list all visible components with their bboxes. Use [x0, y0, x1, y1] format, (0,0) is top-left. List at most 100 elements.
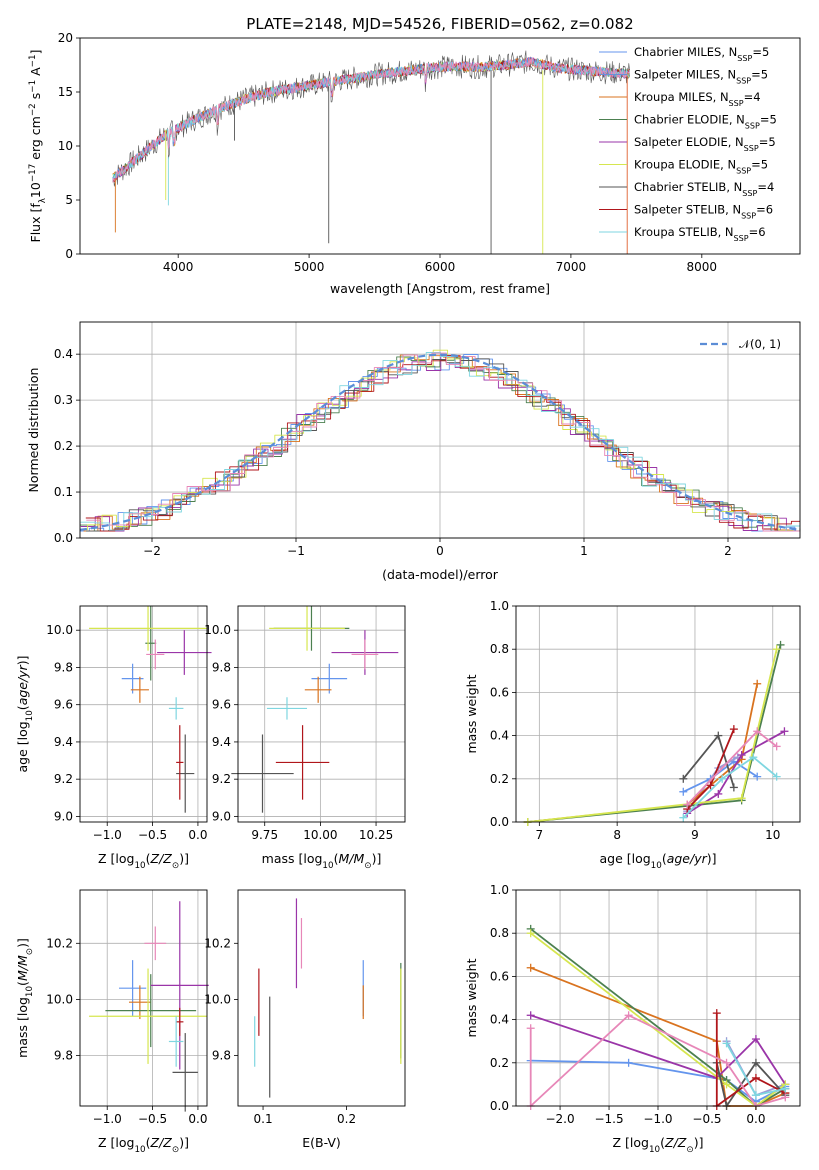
x-tick-label: 1: [580, 544, 588, 558]
x-axis-label: Z [log10(Z/Z⊙)]: [98, 1135, 189, 1155]
x-axis-label-part: age [log: [599, 851, 650, 866]
y-tick-label: 10.2: [46, 936, 73, 950]
x-axis-label: Z [log10(Z/Z⊙)]: [613, 1135, 704, 1155]
x-axis-label: wavelength [Angstrom, rest frame]: [330, 281, 550, 296]
x-axis-label-part: )]: [707, 851, 717, 866]
weight-line: [530, 928, 786, 1107]
y-tick-label: 0.2: [490, 772, 509, 786]
legend-label-part: SSP: [737, 54, 752, 63]
x-axis-label-part: ⊙: [364, 861, 371, 871]
x-axis-label-part: (: [146, 851, 151, 866]
x-tick-label: 0.0: [746, 1112, 765, 1126]
x-tick-label: 6000: [425, 260, 456, 274]
x-axis-label-part: 10: [134, 1145, 145, 1155]
x-axis-label-part: (: [334, 851, 339, 866]
y-tick-label: 1.0: [490, 883, 509, 897]
x-tick-label: 7: [536, 828, 544, 842]
legend-label-part: Salpeter STELIB, N: [634, 203, 741, 217]
y-axis-label-part: )]: [15, 655, 30, 665]
x-axis-label-part: Z [log: [613, 1135, 649, 1150]
y-axis-label: age [log10(age/yr)]: [15, 655, 35, 772]
legend-label-part: SSP: [741, 211, 756, 220]
x-tick-label: 2: [724, 544, 732, 558]
legend-label-part: =5: [759, 135, 776, 149]
x-axis-label: E(B-V): [302, 1135, 341, 1150]
y-tick-label: 0.0: [490, 1099, 509, 1113]
y-tick-label: 9.8: [212, 1049, 231, 1063]
y-axis-label-part: −1: [28, 80, 38, 93]
x-tick-label: −1.0: [93, 1112, 122, 1126]
x-tick-label: 10.25: [359, 828, 393, 842]
weight-line: [530, 932, 786, 1107]
frame-layer: [76, 37, 801, 1110]
weight-line: [530, 1014, 787, 1085]
x-tick-label: 8: [613, 828, 621, 842]
histogram-series: [85, 355, 800, 532]
y-tick-label: 15: [58, 85, 73, 99]
x-axis-label-part: Z [log: [98, 1135, 134, 1150]
y-tick-label: 9.2: [54, 772, 73, 786]
x-tick-label: −1: [287, 544, 305, 558]
y-tick-label: 0.0: [490, 815, 509, 829]
legend-label: Kroupa STELIB, NSSP=6: [634, 225, 766, 243]
x-tick-label: −2: [143, 544, 161, 558]
legend-label-part: SSP: [744, 144, 759, 153]
y-tick-label: 0.4: [490, 1013, 509, 1027]
legend-label: Chabrier STELIB, NSSP=4: [634, 180, 774, 198]
y-axis-label-part: (: [15, 981, 30, 986]
legend-label-part: =6: [749, 225, 766, 239]
y-axis-label-part: age/yr: [15, 664, 30, 705]
spectrum-line: [112, 57, 630, 183]
x-axis-label-part: Z/Z: [150, 851, 173, 866]
x-axis-label-part: mass [log: [262, 851, 323, 866]
y-tick-label: 10.0: [204, 992, 231, 1006]
y-tick-label: 10.0: [46, 623, 73, 637]
normal-curve: [79, 353, 801, 531]
x-tick-label: −1.0: [93, 828, 122, 842]
axes-frame: [237, 889, 406, 1107]
legend-label: Kroupa MILES, NSSP=4: [634, 90, 761, 108]
y-axis-label-part: 10: [25, 986, 35, 997]
y-tick-label: 0.2: [54, 439, 73, 453]
y-tick-label: 10.0: [204, 623, 231, 637]
y-axis-label-part: −2: [28, 103, 38, 116]
grid-layer: [80, 322, 800, 1107]
legend-label-part: =5: [760, 113, 777, 127]
x-axis-label: (data-model)/error: [382, 567, 499, 582]
legend-label-part: Chabrier MILES, N: [634, 45, 737, 59]
x-tick-label: 4000: [163, 260, 194, 274]
legend-label: Salpeter ELODIE, NSSP=5: [634, 135, 776, 153]
y-tick-label: 9.4: [54, 735, 73, 749]
y-tick-label: 0.1: [54, 485, 73, 499]
axes-frame: [79, 605, 208, 823]
y-axis-label-part: −1: [28, 54, 38, 67]
legend-label-part: =6: [756, 203, 773, 217]
legend-label: Chabrier MILES, NSSP=5: [634, 45, 769, 63]
y-tick-label: 10.2: [204, 936, 231, 950]
y-tick-label: 9.6: [212, 698, 231, 712]
legend-label-part: Salpeter ELODIE, N: [634, 135, 744, 149]
y-tick-label: 0.6: [490, 685, 509, 699]
y-tick-label: 9.8: [212, 660, 231, 674]
y-tick-label: 0.4: [54, 347, 73, 361]
legend-label-part: Kroupa STELIB, N: [634, 225, 734, 239]
x-axis-label-part: (: [660, 1135, 665, 1150]
legend-label-part: Chabrier STELIB, N: [634, 180, 742, 194]
y-tick-label: 20: [58, 31, 73, 45]
axes-frame: [237, 605, 406, 823]
y-axis-label-part: 10: [25, 710, 35, 721]
legend-label-part: SSP: [734, 234, 749, 243]
x-tick-label: −0.5: [138, 1112, 167, 1126]
y-axis-label-part: (: [15, 705, 30, 710]
x-axis-label: age [log10(age/yr)]: [599, 851, 716, 871]
x-axis-label-part: 10: [322, 861, 333, 871]
y-axis-label: mass weight: [464, 674, 479, 753]
x-tick-label: 0.0: [188, 828, 207, 842]
legend-label-part: =5: [751, 158, 768, 172]
x-tick-label: 7000: [556, 260, 587, 274]
y-tick-label: 9.8: [54, 1049, 73, 1063]
x-tick-label: −2.0: [545, 1112, 574, 1126]
x-tick-label: 0: [436, 544, 444, 558]
x-tick-label: 0.1: [254, 1112, 273, 1126]
histogram-series: [86, 352, 800, 532]
